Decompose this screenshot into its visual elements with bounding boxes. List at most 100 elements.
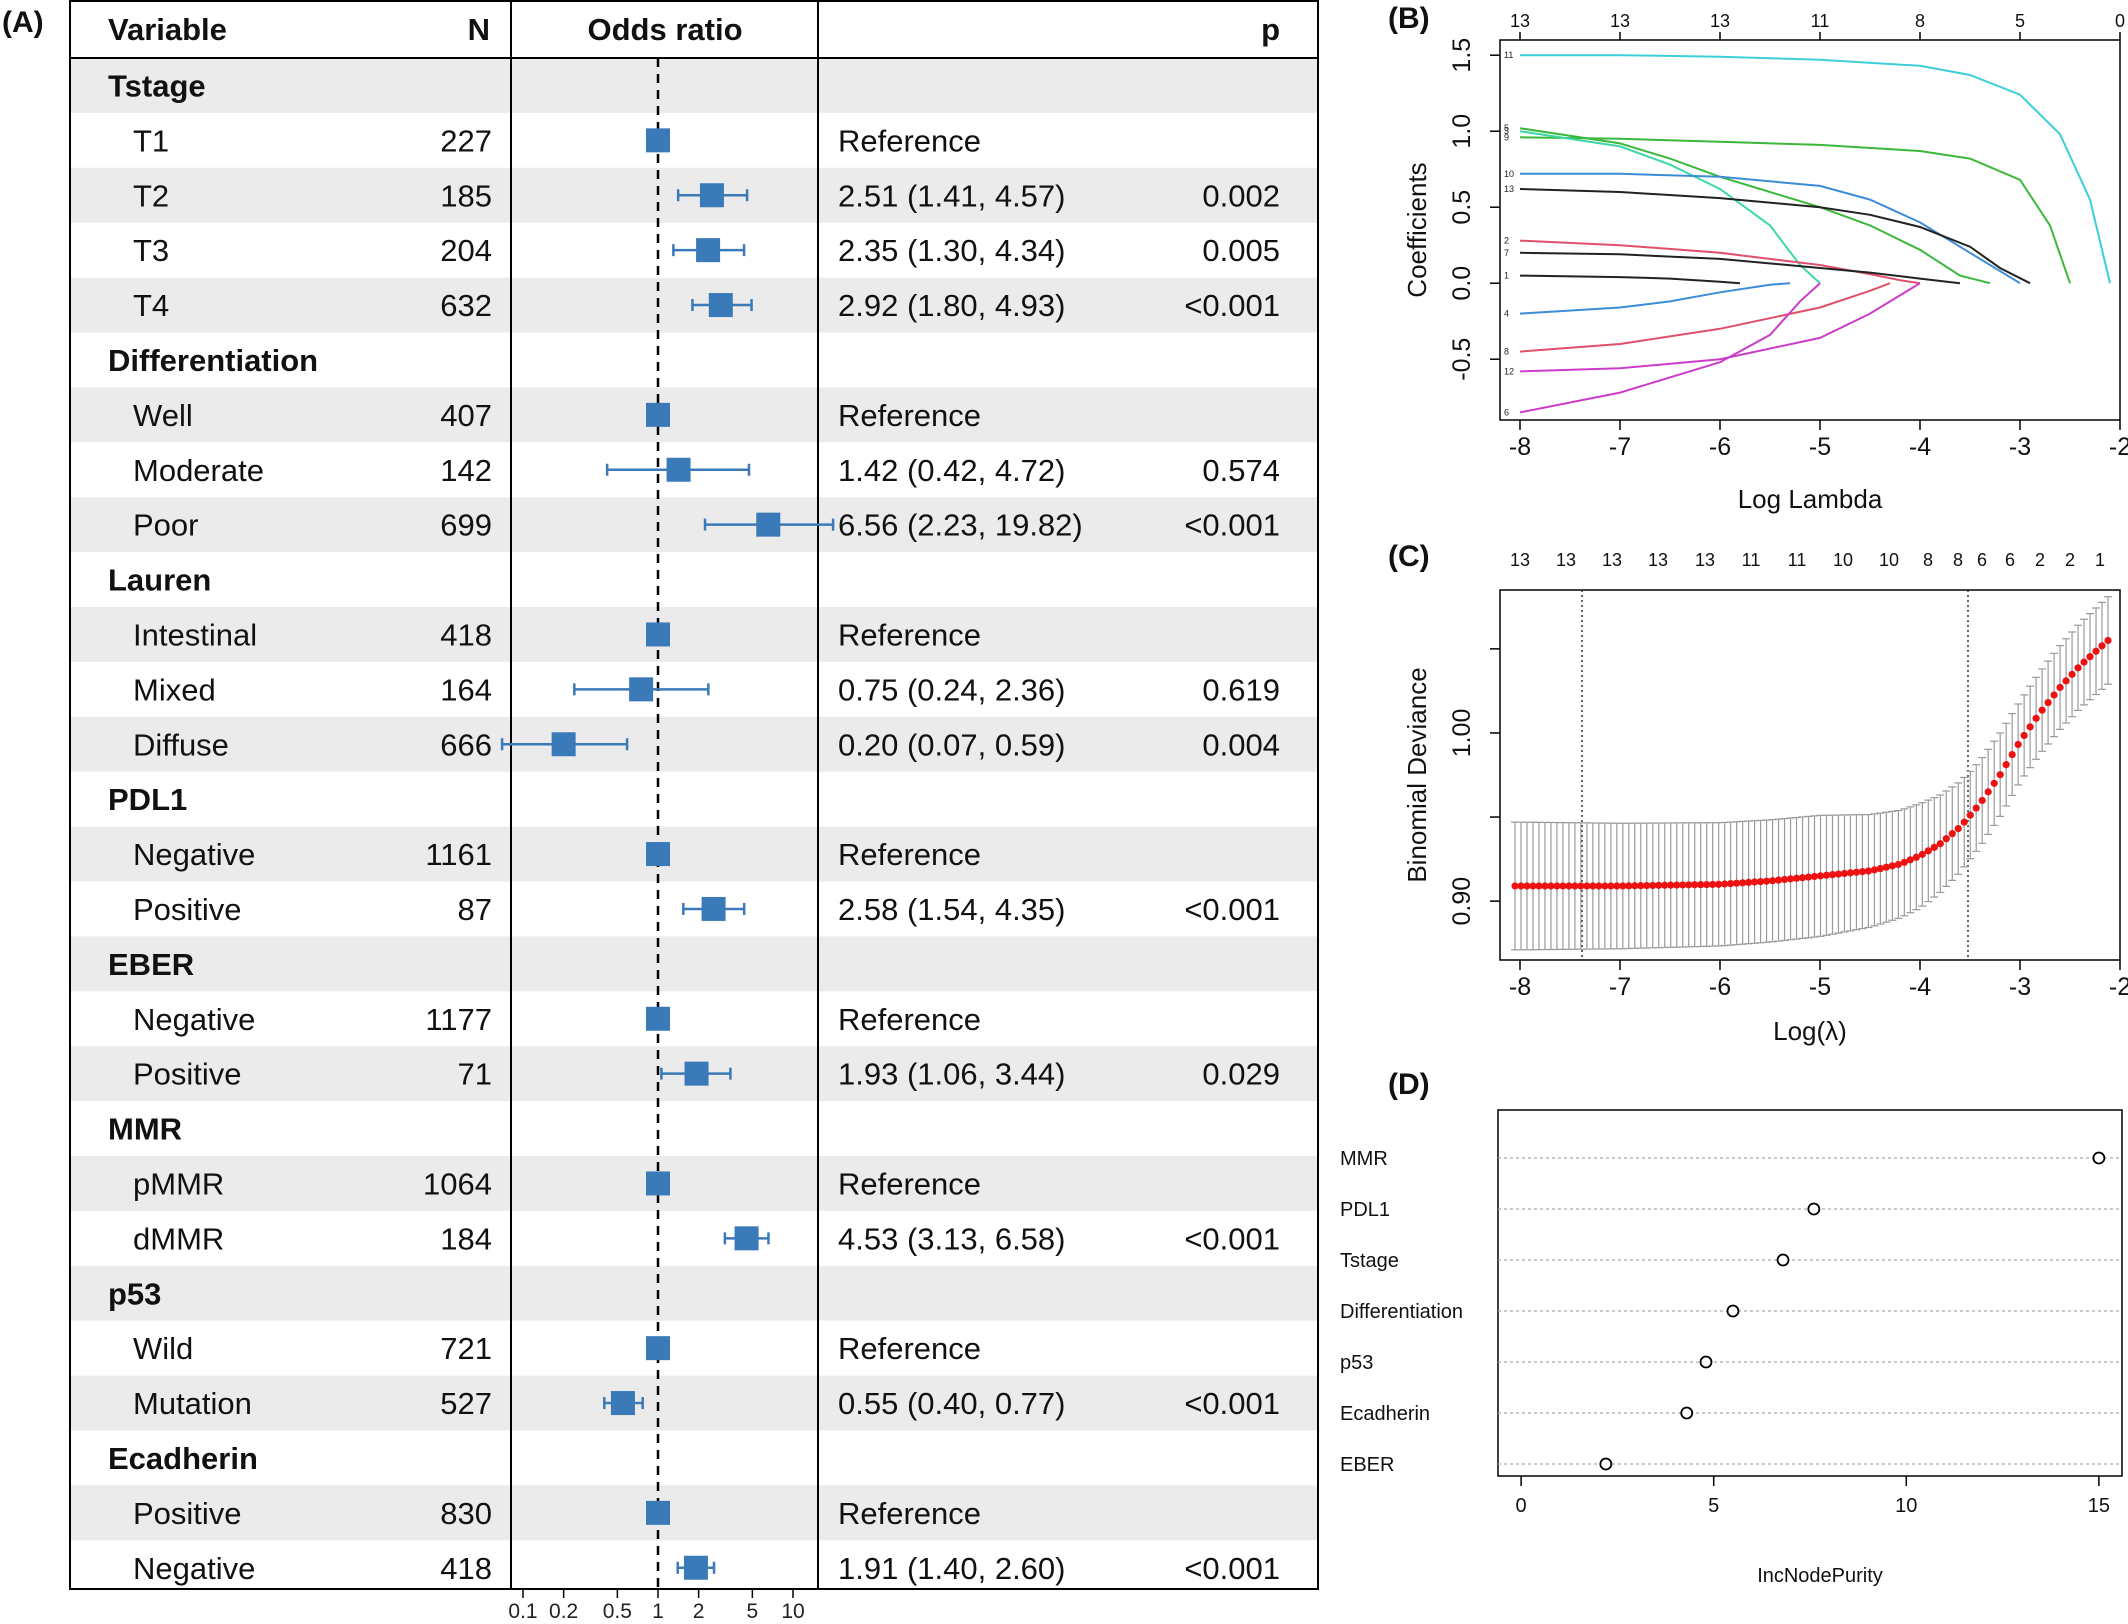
d-variable-label: Tstage xyxy=(1340,1250,1399,1272)
or-marker xyxy=(646,128,670,153)
c-deviance-point xyxy=(1613,882,1621,890)
c-deviance-point xyxy=(1649,881,1657,890)
forest-row-ci: 2.58 (1.54, 4.35) xyxy=(838,892,1066,927)
forest-row-n: 71 xyxy=(458,1057,492,1092)
forest-row-ci: Reference xyxy=(838,1496,981,1531)
c-deviance-point xyxy=(1924,847,1932,855)
header-n: N xyxy=(468,12,490,47)
or-marker xyxy=(629,677,654,702)
c-deviance-point xyxy=(2062,677,2070,685)
forest-x-tick-label: 0.2 xyxy=(549,1600,578,1623)
forest-x-tick-label: 0.1 xyxy=(508,1600,537,1623)
coef-path xyxy=(1519,127,1991,285)
b-x-tick-label: -2 xyxy=(2109,433,2128,461)
c-deviance-point xyxy=(2020,731,2028,740)
forest-row-p: <0.001 xyxy=(1184,508,1280,543)
forest-row-label: Negative xyxy=(133,1551,255,1586)
c-deviance-point xyxy=(2086,653,2094,661)
d-x-tick-label: 15 xyxy=(2088,1495,2110,1517)
forest-row-stripe xyxy=(71,1485,1317,1541)
forest-x-tick-label: 10 xyxy=(781,1600,804,1623)
forest-x-tick-label: 2 xyxy=(693,1600,705,1623)
forest-row-label: T2 xyxy=(133,178,169,213)
c-deviance-point xyxy=(1631,882,1639,890)
forest-row-label: Mutation xyxy=(133,1386,252,1421)
c-deviance-point xyxy=(1780,875,1789,884)
forest-row-n: 527 xyxy=(440,1386,492,1421)
c-deviance-point xyxy=(1768,877,1777,885)
forest-row-p: <0.001 xyxy=(1184,1386,1280,1421)
c-top-tick-label: 1 xyxy=(2095,550,2105,570)
forest-row-p: 0.005 xyxy=(1202,233,1280,268)
forest-row-label: T4 xyxy=(133,288,169,323)
c-deviance-point xyxy=(2008,750,2016,759)
d-x-tick-label: 10 xyxy=(1895,1495,1917,1517)
or-marker xyxy=(646,1336,670,1361)
b-y-axis-label: Coefficients xyxy=(1402,162,1432,297)
forest-row-n: 418 xyxy=(440,1551,492,1586)
forest-row-label: Negative xyxy=(133,837,255,872)
c-deviance-point xyxy=(1906,856,1914,864)
coef-path-label: 5 xyxy=(1504,123,1509,133)
forest-row-stripe xyxy=(71,497,1317,553)
c-top-tick-label: 13 xyxy=(1602,550,1622,570)
c-top-tick-label: 2 xyxy=(2065,550,2075,570)
c-top-tick-label: 6 xyxy=(2005,550,2015,570)
header-odds-ratio: Odds ratio xyxy=(587,12,742,47)
forest-row-p: <0.001 xyxy=(1184,1551,1280,1586)
panel-a-label: (A) xyxy=(2,6,44,39)
c-x-axis-label: Log(λ) xyxy=(1773,1016,1847,1046)
c-deviance-point xyxy=(1625,882,1633,890)
b-top-tick-label: 5 xyxy=(2015,11,2025,31)
c-deviance-point xyxy=(1942,835,1950,843)
c-deviance-point xyxy=(2050,691,2058,699)
c-x-tick-label: -5 xyxy=(1809,973,1831,1001)
c-deviance-point xyxy=(1745,878,1753,886)
coef-path-label: 6 xyxy=(1504,407,1509,417)
panel-c-frame xyxy=(1499,589,2121,961)
c-deviance-point xyxy=(1667,881,1675,889)
forest-group-label: p53 xyxy=(108,1276,161,1311)
c-deviance-point xyxy=(1697,881,1705,889)
forest-group-label: MMR xyxy=(108,1112,182,1147)
forest-row-label: Moderate xyxy=(133,453,264,488)
forest-x-tick-label: 1 xyxy=(652,1600,664,1623)
c-deviance-point xyxy=(1739,879,1747,887)
forest-row-p: 0.574 xyxy=(1202,453,1280,488)
c-top-tick-label: 13 xyxy=(1510,550,1530,570)
b-top-tick-label: 11 xyxy=(1811,11,1830,31)
coef-path xyxy=(1520,172,2021,285)
forest-row-stripe xyxy=(71,1156,1317,1211)
forest-frame xyxy=(69,0,1319,1590)
b-x-axis-label: Log Lambda xyxy=(1738,484,1883,514)
forest-row-label: T3 xyxy=(133,233,169,268)
b-x-tick-label: -7 xyxy=(1609,433,1631,461)
b-top-tick-label: 13 xyxy=(1610,11,1630,31)
c-deviance-point xyxy=(1661,881,1669,889)
c-deviance-point xyxy=(2038,706,2046,714)
forest-row-p: <0.001 xyxy=(1184,1221,1280,1256)
forest-row-stripe xyxy=(71,1265,1317,1321)
c-deviance-point xyxy=(1553,882,1561,890)
c-deviance-point xyxy=(1876,864,1884,873)
c-deviance-point xyxy=(1595,882,1603,890)
d-variable-label: p53 xyxy=(1340,1352,1373,1374)
c-deviance-point xyxy=(1948,830,1956,838)
or-marker xyxy=(646,1171,670,1196)
c-x-tick-label: -4 xyxy=(1909,973,1931,1001)
forest-row-label: Diffuse xyxy=(133,727,229,762)
c-deviance-point xyxy=(1882,863,1890,871)
c-x-tick-label: -7 xyxy=(1609,973,1631,1001)
c-deviance-point xyxy=(1679,881,1687,889)
c-deviance-point xyxy=(1703,880,1711,889)
b-y-tick-label: 0.5 xyxy=(1448,190,1476,225)
c-deviance-point xyxy=(1894,860,1902,869)
c-y-axis-label: Binomial Deviance xyxy=(1402,667,1432,882)
coef-path-label: 8 xyxy=(1504,347,1509,357)
forest-group-label: Tstage xyxy=(108,68,206,103)
forest-row-stripe xyxy=(71,607,1317,662)
d-variable-label: PDL1 xyxy=(1340,1199,1390,1221)
c-deviance-point xyxy=(1762,877,1771,885)
forest-row-label: Positive xyxy=(133,1496,242,1531)
c-deviance-point xyxy=(1523,882,1531,890)
